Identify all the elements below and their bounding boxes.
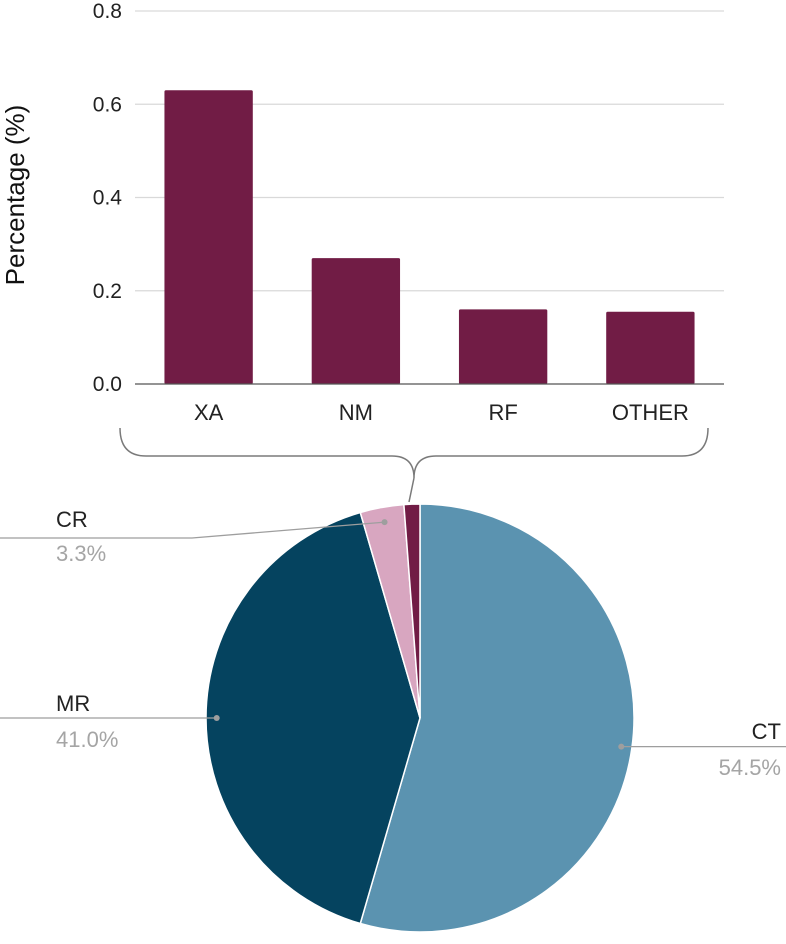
bar-other — [606, 311, 695, 384]
bracket-connector — [408, 477, 415, 503]
y-tick-label: 0.8 — [93, 0, 122, 23]
y-tick-label: 0.0 — [93, 373, 122, 396]
y-tick-label: 0.2 — [93, 280, 122, 303]
expansion-bracket — [119, 427, 709, 479]
pie-marks — [205, 503, 635, 933]
x-tick-label-nm: NM — [339, 400, 373, 425]
bar-marks — [164, 90, 695, 384]
y-tick-label: 0.4 — [93, 187, 123, 210]
bar-y-tick-labels: 0.0 0.2 0.4 0.6 0.8 — [93, 0, 123, 396]
pie-pct-cr: 3.3% — [56, 541, 106, 566]
leader-dot-mr — [213, 715, 220, 721]
bar-nm — [311, 258, 401, 384]
bar-rf — [458, 309, 548, 384]
pie-label-ct: CT — [752, 719, 781, 744]
pie-pct-ct: 54.5% — [719, 755, 781, 780]
bar-x-tick-labels: XA NM RF OTHER — [194, 400, 689, 425]
pie-label-cr: CR — [56, 507, 88, 532]
leader-line-cr — [0, 521, 385, 539]
bar-xa — [164, 90, 253, 384]
pie-slice-ct — [359, 503, 635, 933]
pie-label-mr: MR — [56, 691, 90, 716]
y-tick-label: 0.6 — [93, 93, 122, 116]
pie-leader-lines — [0, 519, 786, 750]
y-axis-title: Percentage (%) — [0, 105, 30, 286]
leader-dot-ct — [618, 743, 625, 750]
x-tick-label-other: OTHER — [612, 400, 689, 425]
x-tick-label-rf: RF — [488, 400, 517, 425]
leader-dot-cr — [381, 519, 388, 526]
pie-pct-mr: 41.0% — [56, 727, 118, 752]
x-tick-label-xa: XA — [194, 400, 224, 425]
pie-slice-other-combined — [403, 503, 421, 719]
